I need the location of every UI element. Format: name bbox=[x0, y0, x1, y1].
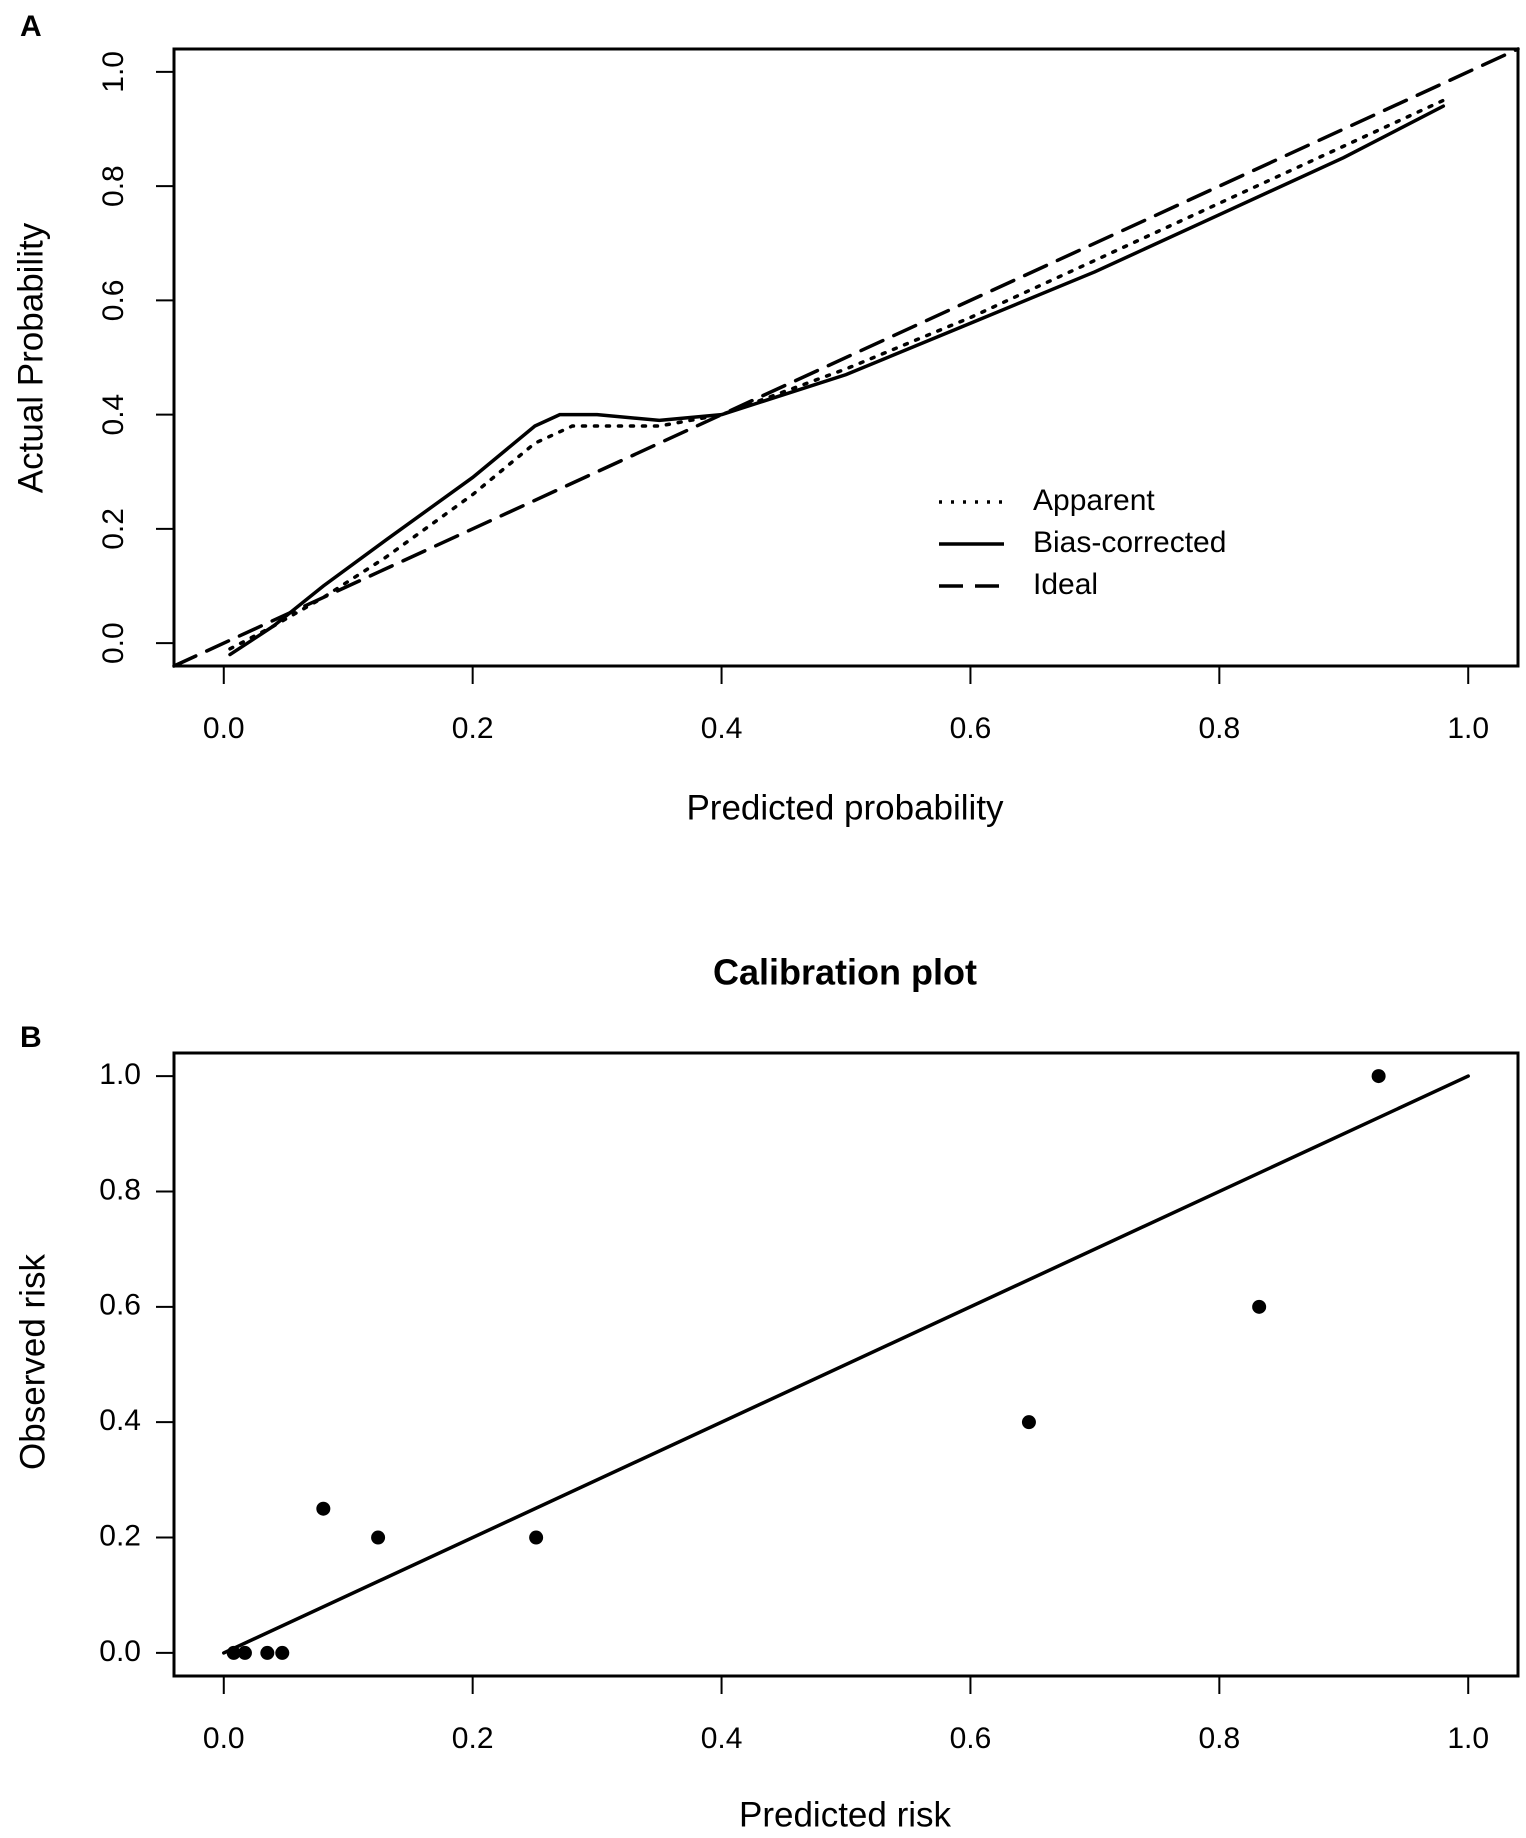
panel-label: B bbox=[20, 1021, 42, 1054]
y-tick-label: 1.0 bbox=[99, 1058, 141, 1091]
reference-line bbox=[222, 1074, 1470, 1655]
legend-label: Ideal bbox=[1033, 568, 1098, 601]
x-tick-label: 0.0 bbox=[203, 712, 245, 745]
x-axis-title: Predicted risk bbox=[739, 1795, 952, 1834]
x-tick-label: 0.6 bbox=[950, 712, 992, 745]
x-tick-label: 0.6 bbox=[950, 1722, 992, 1755]
y-tick-label: 0.2 bbox=[99, 1519, 141, 1552]
y-tick-label: 0.0 bbox=[99, 1635, 141, 1668]
point bbox=[1252, 1299, 1267, 1314]
series-line bbox=[228, 104, 1446, 657]
y-tick-label: 0.0 bbox=[97, 622, 130, 664]
panel-label: A bbox=[20, 10, 42, 43]
point bbox=[316, 1501, 331, 1516]
chart-title: Calibration plot bbox=[713, 952, 977, 993]
point bbox=[1371, 1069, 1386, 1084]
series-line bbox=[172, 47, 1520, 668]
x-tick-label: 1.0 bbox=[1447, 1722, 1489, 1755]
y-tick-label: 0.4 bbox=[97, 394, 130, 436]
point bbox=[260, 1645, 275, 1660]
y-axis-title: Observed risk bbox=[13, 1254, 52, 1470]
y-tick-label: 0.6 bbox=[97, 280, 130, 322]
x-tick-label: 0.8 bbox=[1198, 1722, 1240, 1755]
y-tick-label: 1.0 bbox=[97, 51, 130, 93]
point bbox=[371, 1530, 386, 1545]
x-tick-label: 0.2 bbox=[452, 1722, 494, 1755]
legend-label: Bias-corrected bbox=[1033, 526, 1226, 559]
y-tick-label: 0.4 bbox=[99, 1404, 141, 1437]
x-tick-label: 0.4 bbox=[701, 1722, 743, 1755]
x-tick-label: 0.2 bbox=[452, 712, 494, 745]
legend-label: Apparent bbox=[1033, 484, 1155, 517]
y-tick-label: 0.6 bbox=[99, 1289, 141, 1322]
x-tick-label: 1.0 bbox=[1447, 712, 1489, 745]
y-tick-label: 0.8 bbox=[99, 1173, 141, 1206]
point bbox=[226, 1645, 241, 1660]
x-tick-label: 0.4 bbox=[701, 712, 743, 745]
point bbox=[529, 1530, 544, 1545]
x-tick-label: 0.0 bbox=[203, 1722, 245, 1755]
x-tick-label: 0.8 bbox=[1198, 712, 1240, 745]
series-line bbox=[228, 98, 1446, 651]
point bbox=[1021, 1415, 1036, 1430]
y-tick-label: 0.2 bbox=[97, 508, 130, 550]
y-axis-title: Actual Probability bbox=[11, 222, 50, 493]
x-axis-title: Predicted probability bbox=[686, 788, 1004, 827]
point bbox=[275, 1645, 290, 1660]
point bbox=[237, 1645, 252, 1660]
y-tick-label: 0.8 bbox=[97, 165, 130, 207]
